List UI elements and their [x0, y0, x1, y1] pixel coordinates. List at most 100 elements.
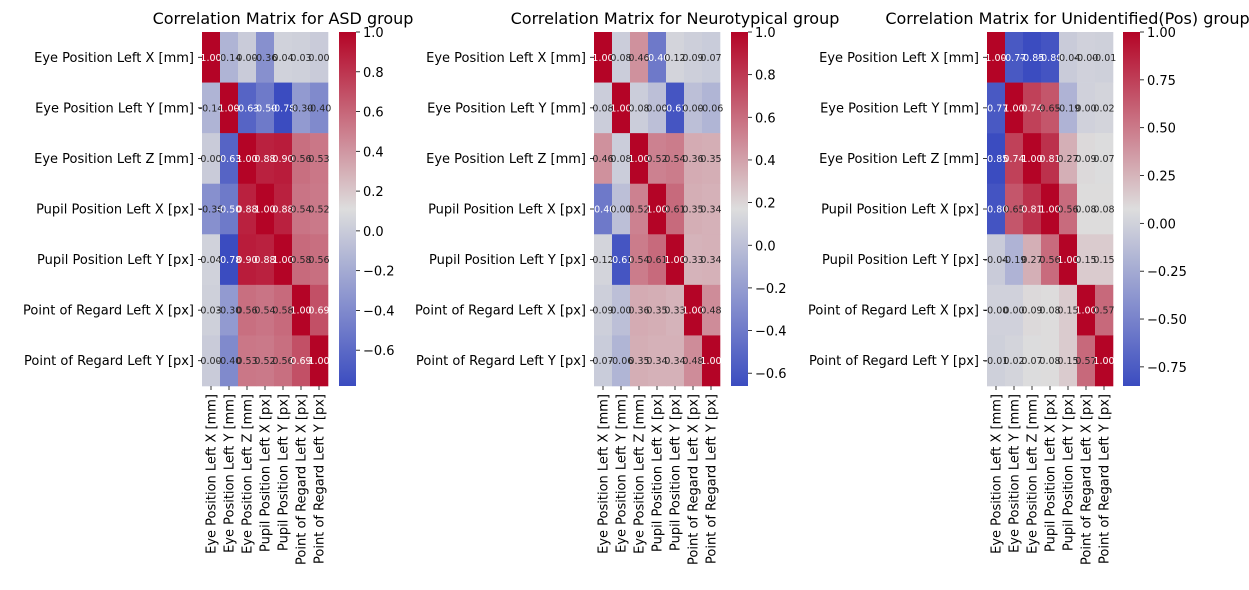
- heatmap-cell: [612, 32, 631, 83]
- x-tick-label: Pupil Position Left X [px]: [651, 394, 666, 552]
- colorbar-tick-label: −0.2: [755, 282, 787, 297]
- cell-label: 0.56: [308, 255, 329, 266]
- heatmap-cell: [274, 284, 293, 336]
- cell-label: 0.00: [1003, 306, 1024, 317]
- heatmap-cell: [1041, 234, 1060, 286]
- heatmap-cell: [1005, 234, 1024, 286]
- heatmap-cell: [256, 335, 275, 387]
- colorbar-tick-label: −0.4: [755, 325, 787, 340]
- cell-label: 0.35: [646, 306, 667, 317]
- heatmap-cell: [310, 284, 329, 336]
- cell-label: -0.36: [253, 53, 278, 64]
- colorbar-tick-label: 0.6: [363, 106, 384, 121]
- heatmap-cell: [666, 82, 685, 134]
- heatmap-cell: [648, 82, 667, 134]
- cell-label: 0.48: [682, 356, 703, 367]
- heatmap-cell: [594, 234, 613, 286]
- heatmap-cell: [684, 32, 703, 83]
- heatmap-cell: [702, 335, 721, 387]
- cell-label: 1.00: [985, 53, 1006, 64]
- heatmap-cell: [1059, 284, 1078, 336]
- cell-label: -0.06: [699, 103, 724, 114]
- heatmap-cell: [630, 335, 649, 387]
- heatmap-cell: [220, 82, 239, 134]
- heatmap-cell: [666, 335, 685, 387]
- heatmap-cell: [594, 284, 613, 336]
- heatmap-cell: [594, 82, 613, 134]
- cell-label: 0.08: [1075, 205, 1096, 216]
- heatmap-cell: [1005, 284, 1024, 336]
- heatmap-cell: [220, 133, 239, 185]
- cell-label: -0.06: [609, 356, 634, 367]
- heatmap-cell: [202, 234, 221, 286]
- x-tick-label: Pupil Position Left X [px]: [1044, 394, 1059, 552]
- cell-label: 0.08: [628, 103, 649, 114]
- y-tick-label: Eye Position Left Z [mm]: [426, 152, 586, 167]
- chart-title: Correlation Matrix for Neurotypical grou…: [511, 9, 840, 28]
- y-tick-label: Pupil Position Left Y [px]: [37, 253, 194, 268]
- cell-label: 1.00: [592, 53, 613, 64]
- cell-label: 0.61: [664, 205, 685, 216]
- cell-label: -0.14: [199, 103, 224, 114]
- cell-label: -0.50: [217, 205, 242, 216]
- heatmap-cell: [594, 32, 613, 83]
- cell-label: 0.09: [1021, 306, 1042, 317]
- colorbar-tick-label: 1.0: [363, 26, 384, 41]
- cell-label: -0.14: [217, 53, 242, 64]
- cell-label: 0.12: [592, 255, 613, 266]
- y-tick-label: Point of Regard Left Y [px]: [24, 354, 194, 369]
- heatmap-cell: [1041, 284, 1060, 336]
- cell-label: -0.19: [1002, 255, 1027, 266]
- heatmap-cell: [648, 183, 667, 235]
- cell-label: 1.00: [290, 306, 311, 317]
- heatmap-cell: [594, 335, 613, 387]
- heatmap-cell: [1077, 234, 1096, 286]
- heatmap-cell: [987, 82, 1006, 134]
- cell-label: -0.30: [289, 103, 314, 114]
- cell-label: -0.40: [217, 356, 242, 367]
- cell-label: 0.07: [592, 356, 613, 367]
- heatmap-cell: [1095, 82, 1114, 134]
- cell-label: 0.12: [664, 53, 685, 64]
- cell-label: 0.02: [1093, 103, 1114, 114]
- heatmap-cell: [1005, 82, 1024, 134]
- colorbar-tick-label: −0.75: [1147, 361, 1187, 376]
- heatmap-cell: [1059, 32, 1078, 83]
- cell-label: 0.00: [682, 103, 703, 114]
- x-tick-label: Point of Regard Left X [px]: [295, 394, 310, 565]
- heatmap-cell: [1041, 335, 1060, 387]
- heatmap-cell: [202, 82, 221, 134]
- cell-label: 0.03: [290, 53, 311, 64]
- heatmap-cell: [238, 82, 257, 134]
- cell-label: -0.19: [1056, 103, 1081, 114]
- colorbar-tick-label: −0.4: [363, 304, 395, 319]
- x-tick-label: Eye Position Left Y [mm]: [615, 394, 630, 553]
- heatmap-cell: [274, 183, 293, 235]
- cell-label: 0.36: [682, 154, 703, 165]
- cell-label: -0.61: [609, 255, 634, 266]
- colorbar-tick-label: 0.2: [755, 197, 776, 212]
- cell-label: 0.74: [1003, 154, 1024, 165]
- heatmap-cell: [1041, 82, 1060, 134]
- heatmap-cell: [1059, 183, 1078, 235]
- heatmap-cell: [1059, 234, 1078, 286]
- x-tick-label: Point of Regard Left X [px]: [1080, 394, 1095, 565]
- heatmap-cell: [1095, 32, 1114, 83]
- cell-label: 1.00: [254, 205, 275, 216]
- cell-label: -0.04: [984, 255, 1009, 266]
- heatmap-cell: [256, 133, 275, 185]
- cell-label: -0.80: [1038, 53, 1063, 64]
- heatmap-cell: [612, 234, 631, 286]
- cell-label: 0.69: [290, 356, 311, 367]
- heatmap-cell: [630, 133, 649, 185]
- heatmap-cell: [256, 284, 275, 336]
- heatmap-cell: [666, 234, 685, 286]
- cell-label: 0.08: [1093, 205, 1114, 216]
- heatmap-cell: [238, 183, 257, 235]
- cell-label: 0.88: [236, 205, 257, 216]
- heatmap-cell: [1077, 133, 1096, 185]
- cell-label: 0.52: [628, 205, 649, 216]
- heatmap-cell: [256, 32, 275, 83]
- colorbar: [1123, 32, 1140, 386]
- cell-label: -0.40: [645, 53, 670, 64]
